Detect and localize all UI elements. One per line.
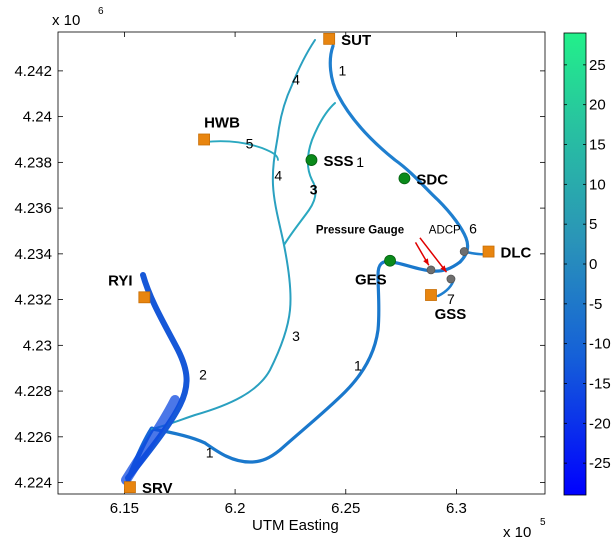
station-label: SSS — [323, 153, 353, 170]
station-label: DLC — [501, 245, 532, 262]
colorbar-tick-label: 0 — [589, 256, 597, 273]
annotation-arrows — [414, 237, 448, 273]
y-tick-label: 4.232 — [14, 292, 52, 309]
arrow-head — [423, 258, 429, 266]
x-tick-label: 6.25 — [331, 500, 360, 517]
x-axis: 6.15 6.2 6.25 6.3 — [110, 32, 467, 517]
colorbar-tick-label: -10 — [589, 336, 611, 353]
station-marker-square — [482, 245, 495, 258]
y-tick-label: 4.224 — [14, 475, 52, 492]
reach-label: 1 — [339, 62, 347, 78]
colorbar-tick-label: 25 — [589, 57, 606, 74]
x-exponent-label: x 10 — [503, 524, 531, 541]
gauge-markers — [426, 247, 469, 284]
annotation-label: Pressure Gauge — [316, 224, 404, 236]
x-tick-label: 6.3 — [446, 500, 467, 517]
y-exponent-label: x 10 — [52, 12, 80, 29]
river-reach-3 — [283, 102, 336, 246]
station-marker-circle — [398, 172, 411, 185]
gauge-marker — [446, 274, 456, 284]
y-tick-label: 4.236 — [14, 200, 52, 217]
plot-area — [57, 31, 546, 495]
station-marker-circle — [384, 254, 396, 267]
colorbar-tick-label: 5 — [589, 216, 597, 233]
reach-labels: 1 1 1 1 2 3 3 4 4 5 6 7 — [199, 62, 477, 460]
river-reach-4 — [151, 39, 316, 430]
gauge-marker — [426, 265, 436, 275]
reach-label: 3 — [292, 328, 300, 344]
station-marker-square — [425, 289, 437, 301]
station-label: GES — [355, 272, 387, 289]
reach-label: 4 — [292, 72, 300, 88]
station-marker-square — [198, 133, 211, 146]
colorbar-tick-label: 20 — [589, 97, 606, 114]
x-exponent-power: 5 — [540, 517, 546, 528]
annotations: Pressure Gauge ADCP — [316, 224, 461, 236]
annotation-label: ADCP — [429, 224, 461, 236]
reach-label: 6 — [469, 220, 477, 236]
y-tick-label: 4.242 — [14, 63, 52, 80]
river-network — [121, 39, 494, 485]
colorbar-tick-label: -20 — [589, 415, 611, 432]
x-tick-label: 6.15 — [110, 500, 139, 517]
reach-label: 5 — [246, 136, 254, 152]
station-markers: SUT HWB SSS SDC DLC GES GSS RYI SRV — [108, 32, 531, 497]
station-marker-circle — [305, 154, 318, 166]
station-label: HWB — [204, 114, 240, 131]
colorbar-tick-label: 10 — [589, 176, 606, 193]
y-tick-label: 4.24 — [23, 109, 52, 126]
reach-label: 4 — [274, 168, 282, 184]
colorbar-tick-label: -25 — [589, 455, 611, 472]
station-label: SRV — [142, 480, 173, 497]
reach-label: 1 — [206, 444, 214, 460]
reach-label: 3 — [310, 181, 318, 197]
river-reach-1-upper — [328, 44, 470, 264]
y-exponent-power: 6 — [98, 6, 104, 17]
y-tick-label: 4.228 — [14, 383, 52, 400]
y-tick-label: 4.226 — [14, 429, 52, 446]
gauge-marker — [459, 247, 469, 256]
station-marker-square — [323, 32, 336, 45]
x-axis-label: UTM Easting — [252, 517, 339, 534]
reach-label: 1 — [356, 154, 364, 170]
station-marker-square — [124, 481, 136, 494]
annotation-arrow — [419, 237, 448, 273]
colorbar-tick-label: 15 — [589, 137, 606, 154]
arrow-head — [440, 265, 447, 273]
colorbar — [563, 32, 587, 496]
colorbar-ticks: 25 20 15 10 5 0 -5 -10 -15 -20 -25 — [564, 57, 611, 472]
reach-label: 2 — [199, 367, 207, 383]
y-tick-label: 4.238 — [14, 154, 52, 171]
river-reach-5 — [204, 140, 279, 161]
colorbar-tick-label: -5 — [589, 296, 602, 313]
station-marker-square — [138, 291, 151, 304]
y-axis: 4.224 4.226 4.228 4.23 4.232 4.234 4.236 4.238 4… — [14, 63, 545, 492]
y-tick-label: 4.23 — [23, 337, 52, 354]
reach-label: 7 — [447, 291, 455, 307]
station-label: RYI — [108, 272, 132, 289]
river-estuary-fill — [121, 395, 180, 485]
x-tick-label: 6.2 — [225, 500, 246, 517]
station-label: GSS — [435, 306, 467, 323]
station-label: SUT — [341, 32, 371, 49]
station-label: SDC — [416, 171, 448, 188]
colorbar-tick-label: -15 — [589, 375, 611, 392]
y-tick-label: 4.234 — [14, 246, 52, 263]
reach-label: 1 — [354, 357, 362, 373]
river-reach-ges-loop — [150, 259, 462, 464]
